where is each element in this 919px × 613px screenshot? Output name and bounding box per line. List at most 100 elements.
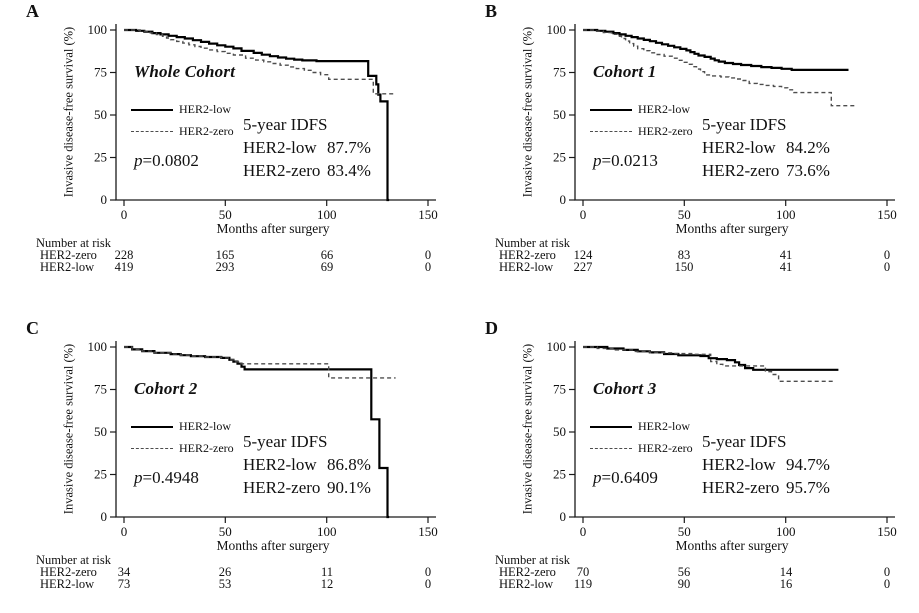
idfs-line: HER2-zero 73.6% bbox=[702, 159, 830, 182]
risk-table-header: Number at risk bbox=[495, 553, 570, 567]
y-tick-label: 25 bbox=[94, 150, 107, 165]
cohort-title: Cohort 3 bbox=[593, 379, 657, 398]
km-curve-her2-zero bbox=[124, 29, 396, 95]
p-value: p=0.0213 bbox=[593, 152, 658, 170]
idfs-group-value: 86.8% bbox=[327, 455, 371, 474]
risk-value: 0 bbox=[424, 577, 432, 591]
risk-row: HER2-low 119 90 16 0 bbox=[459, 577, 919, 591]
panel-b: B 0 25 50 75 100 0 50 100 150 Invasive disease-f… bbox=[459, 0, 919, 306]
legend-label-her2-zero: HER2-zero bbox=[179, 124, 234, 138]
risk-value: 73 bbox=[117, 577, 131, 591]
p-number: =0.0213 bbox=[601, 151, 658, 170]
y-tick-label: 50 bbox=[553, 424, 566, 439]
km-curve-her2-zero bbox=[124, 346, 396, 379]
idfs-group-label: HER2-zero bbox=[243, 478, 321, 497]
risk-table-header: Number at risk bbox=[495, 236, 570, 250]
x-axis-label: Months after surgery bbox=[675, 221, 789, 236]
x-tick-label: 100 bbox=[776, 207, 796, 222]
legend-label-her2-low: HER2-low bbox=[179, 419, 231, 433]
risk-row-label: HER2-low bbox=[40, 577, 95, 591]
y-tick-label: 50 bbox=[553, 107, 566, 122]
km-curve-her2-low bbox=[124, 28, 390, 202]
y-tick-label: 25 bbox=[553, 150, 566, 165]
plot-svg: 0 25 50 75 100 0 50 100 150 bbox=[88, 22, 438, 222]
risk-values: 124 83 41 0 bbox=[459, 248, 919, 262]
legend-label-her2-zero: HER2-zero bbox=[179, 441, 234, 455]
x-tick-label: 50 bbox=[219, 207, 232, 222]
risk-row: HER2-low 73 53 12 0 bbox=[0, 577, 460, 591]
p-symbol: p bbox=[134, 468, 143, 487]
idfs-line: HER2-low 94.7% bbox=[702, 453, 830, 476]
legend-line-her2-zero bbox=[131, 448, 173, 449]
legend-line-her2-low bbox=[590, 109, 632, 111]
y-tick-label: 75 bbox=[553, 65, 566, 80]
y-axis-label: Invasive disease-free survival (%) bbox=[520, 26, 535, 198]
legend-line-her2-zero bbox=[590, 131, 632, 132]
x-tick-label: 0 bbox=[580, 207, 587, 222]
risk-value: 165 bbox=[215, 248, 235, 262]
plot-svg: 0 25 50 75 100 0 50 100 150 bbox=[88, 339, 438, 539]
x-tick-label: 50 bbox=[219, 524, 232, 539]
risk-table-header: Number at risk bbox=[36, 553, 111, 567]
y-tick-label: 50 bbox=[94, 107, 107, 122]
km-curve-her2-zero bbox=[583, 29, 855, 107]
risk-value: 14 bbox=[779, 565, 793, 579]
idfs-line: HER2-zero 95.7% bbox=[702, 476, 830, 499]
p-number: =0.0802 bbox=[142, 151, 199, 170]
risk-value: 0 bbox=[883, 248, 891, 262]
idfs-annotation: 5-year IDFS HER2-low 84.2% HER2-zero 73.6% bbox=[702, 113, 830, 182]
risk-value: 83 bbox=[677, 248, 691, 262]
idfs-annotation: 5-year IDFS HER2-low 87.7% HER2-zero 83.4% bbox=[243, 113, 371, 182]
y-axis-label: Invasive disease-free survival (%) bbox=[61, 343, 76, 515]
risk-value: 228 bbox=[114, 248, 134, 262]
legend-line-her2-zero bbox=[590, 448, 632, 449]
idfs-annotation: 5-year IDFS HER2-low 94.7% HER2-zero 95.7% bbox=[702, 430, 830, 499]
idfs-line: HER2-low 87.7% bbox=[243, 136, 371, 159]
panel-d: D 0 25 50 75 100 0 50 100 150 Invasive disease-f… bbox=[459, 307, 919, 613]
x-tick-label: 100 bbox=[317, 207, 337, 222]
risk-value: 70 bbox=[576, 565, 590, 579]
risk-values: 70 56 14 0 bbox=[459, 565, 919, 579]
km-curve-her2-low bbox=[583, 28, 849, 71]
idfs-line: HER2-zero 83.4% bbox=[243, 159, 371, 182]
idfs-group-label: HER2-zero bbox=[702, 161, 780, 180]
risk-row-label: HER2-low bbox=[499, 577, 554, 591]
risk-values: 73 53 12 0 bbox=[0, 577, 460, 591]
risk-value: 0 bbox=[883, 565, 891, 579]
idfs-group-value: 87.7% bbox=[327, 138, 371, 157]
x-axis-label: Months after surgery bbox=[216, 221, 330, 236]
idfs-group-label: HER2-low bbox=[702, 455, 776, 474]
risk-value: 119 bbox=[573, 577, 593, 591]
risk-values: 34 26 11 0 bbox=[0, 565, 460, 579]
risk-value: 34 bbox=[117, 565, 131, 579]
risk-value: 419 bbox=[114, 260, 134, 274]
y-tick-label: 100 bbox=[88, 22, 108, 37]
risk-value: 0 bbox=[424, 260, 432, 274]
idfs-annotation: 5-year IDFS HER2-low 86.8% HER2-zero 90.1% bbox=[243, 430, 371, 499]
risk-value: 26 bbox=[218, 565, 232, 579]
x-axis-label: Months after surgery bbox=[675, 538, 789, 553]
x-tick-label: 150 bbox=[418, 207, 438, 222]
risk-value: 53 bbox=[218, 577, 232, 591]
risk-row-label: HER2-zero bbox=[499, 565, 556, 579]
risk-row: HER2-zero 34 26 11 0 bbox=[0, 565, 460, 579]
y-axis-label: Invasive disease-free survival (%) bbox=[61, 26, 76, 198]
idfs-group-value: 95.7% bbox=[786, 478, 830, 497]
panel-c: C 0 25 50 75 100 0 50 100 150 Invasive disease-f… bbox=[0, 307, 460, 613]
x-tick-label: 150 bbox=[877, 524, 897, 539]
y-tick-label: 100 bbox=[88, 339, 108, 354]
idfs-title: 5-year IDFS bbox=[243, 432, 328, 451]
y-tick-label: 100 bbox=[547, 339, 567, 354]
risk-values: 419 293 69 0 bbox=[0, 260, 460, 274]
panel-letter: B bbox=[485, 1, 498, 21]
p-symbol: p bbox=[593, 468, 602, 487]
panel-letter: D bbox=[485, 318, 498, 338]
legend-label-her2-low: HER2-low bbox=[638, 419, 690, 433]
risk-value: 0 bbox=[424, 565, 432, 579]
y-tick-label: 75 bbox=[94, 65, 107, 80]
risk-row: HER2-low 419 293 69 0 bbox=[0, 260, 460, 274]
risk-value: 66 bbox=[320, 248, 334, 262]
risk-values: 228 165 66 0 bbox=[0, 248, 460, 262]
risk-row: HER2-zero 70 56 14 0 bbox=[459, 565, 919, 579]
